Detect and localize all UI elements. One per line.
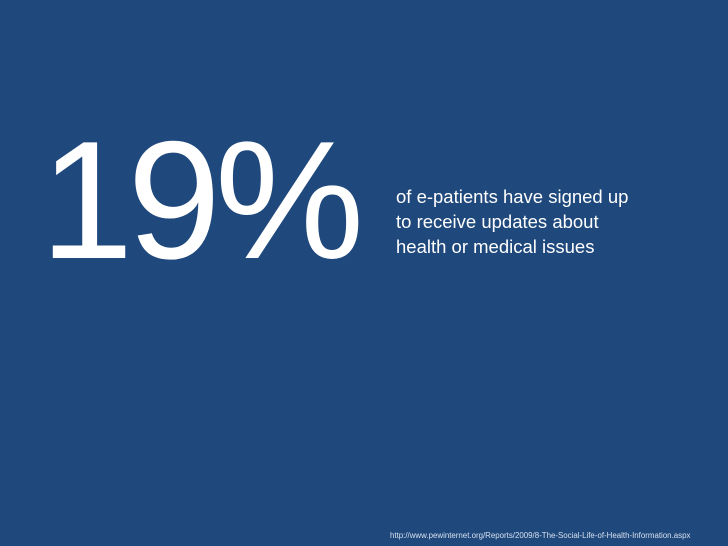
description: of e-patients have signed up to receive … — [396, 184, 628, 259]
description-line: of e-patients have signed up — [396, 186, 629, 207]
source-url: http://www.pewinternet.org/Reports/2009/… — [390, 531, 691, 540]
description-line: to receive updates about — [396, 211, 599, 232]
description-line: health or medical issues — [396, 236, 595, 257]
statistic: 19% — [40, 106, 364, 294]
